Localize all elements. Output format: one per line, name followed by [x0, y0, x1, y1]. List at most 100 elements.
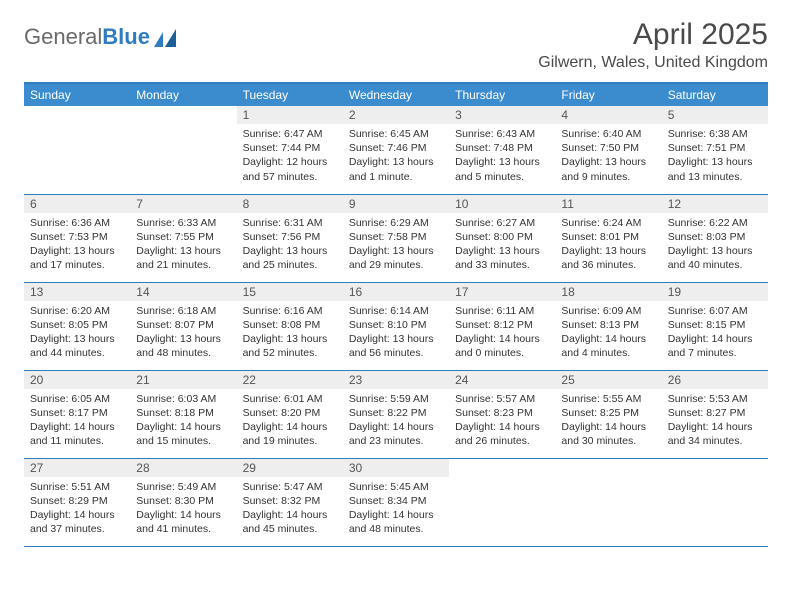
sunrise-text: Sunrise: 6:38 AM: [668, 127, 762, 141]
daylight-text: Daylight: 14 hours and 41 minutes.: [136, 508, 230, 536]
calendar-day-cell: 6Sunrise: 6:36 AMSunset: 7:53 PMDaylight…: [24, 194, 130, 282]
calendar-day-cell: 24Sunrise: 5:57 AMSunset: 8:23 PMDayligh…: [449, 370, 555, 458]
day-body: Sunrise: 6:36 AMSunset: 7:53 PMDaylight:…: [24, 213, 130, 278]
calendar-body: ....1Sunrise: 6:47 AMSunset: 7:44 PMDayl…: [24, 106, 768, 546]
calendar-week-row: ....1Sunrise: 6:47 AMSunset: 7:44 PMDayl…: [24, 106, 768, 194]
sunrise-text: Sunrise: 6:33 AM: [136, 216, 230, 230]
daylight-text: Daylight: 13 hours and 29 minutes.: [349, 244, 443, 272]
calendar-day-cell: 29Sunrise: 5:47 AMSunset: 8:32 PMDayligh…: [237, 458, 343, 546]
calendar-day-cell: ..: [130, 106, 236, 194]
sail-icon: [154, 29, 176, 47]
daylight-text: Daylight: 13 hours and 1 minute.: [349, 155, 443, 183]
calendar-day-cell: 1Sunrise: 6:47 AMSunset: 7:44 PMDaylight…: [237, 106, 343, 194]
sunrise-text: Sunrise: 6:11 AM: [455, 304, 549, 318]
day-body: Sunrise: 6:22 AMSunset: 8:03 PMDaylight:…: [662, 213, 768, 278]
logo-text: GeneralBlue: [24, 24, 150, 50]
day-body: Sunrise: 6:11 AMSunset: 8:12 PMDaylight:…: [449, 301, 555, 366]
day-body: Sunrise: 6:24 AMSunset: 8:01 PMDaylight:…: [555, 213, 661, 278]
day-body: Sunrise: 5:45 AMSunset: 8:34 PMDaylight:…: [343, 477, 449, 542]
day-body: Sunrise: 5:57 AMSunset: 8:23 PMDaylight:…: [449, 389, 555, 454]
calendar-day-cell: ..: [555, 458, 661, 546]
day-body: Sunrise: 5:47 AMSunset: 8:32 PMDaylight:…: [237, 477, 343, 542]
day-body: Sunrise: 6:27 AMSunset: 8:00 PMDaylight:…: [449, 213, 555, 278]
day-body: Sunrise: 6:45 AMSunset: 7:46 PMDaylight:…: [343, 124, 449, 189]
day-number: 16: [343, 283, 449, 301]
logo-word1: General: [24, 24, 102, 49]
day-number: 20: [24, 371, 130, 389]
daylight-text: Daylight: 14 hours and 23 minutes.: [349, 420, 443, 448]
day-number: 10: [449, 195, 555, 213]
day-body: Sunrise: 5:55 AMSunset: 8:25 PMDaylight:…: [555, 389, 661, 454]
sunset-text: Sunset: 8:07 PM: [136, 318, 230, 332]
calendar-day-cell: 23Sunrise: 5:59 AMSunset: 8:22 PMDayligh…: [343, 370, 449, 458]
daylight-text: Daylight: 13 hours and 13 minutes.: [668, 155, 762, 183]
sunset-text: Sunset: 7:44 PM: [243, 141, 337, 155]
sunset-text: Sunset: 7:51 PM: [668, 141, 762, 155]
daylight-text: Daylight: 13 hours and 5 minutes.: [455, 155, 549, 183]
day-number: 21: [130, 371, 236, 389]
day-number: 26: [662, 371, 768, 389]
day-body: Sunrise: 6:09 AMSunset: 8:13 PMDaylight:…: [555, 301, 661, 366]
day-number: 30: [343, 459, 449, 477]
day-number: 12: [662, 195, 768, 213]
sunrise-text: Sunrise: 6:36 AM: [30, 216, 124, 230]
daylight-text: Daylight: 13 hours and 44 minutes.: [30, 332, 124, 360]
logo: GeneralBlue: [24, 24, 176, 50]
day-body: Sunrise: 6:43 AMSunset: 7:48 PMDaylight:…: [449, 124, 555, 189]
sunrise-text: Sunrise: 6:20 AM: [30, 304, 124, 318]
day-body: Sunrise: 6:33 AMSunset: 7:55 PMDaylight:…: [130, 213, 236, 278]
sunset-text: Sunset: 8:18 PM: [136, 406, 230, 420]
sunset-text: Sunset: 7:46 PM: [349, 141, 443, 155]
calendar-table: SundayMondayTuesdayWednesdayThursdayFrid…: [24, 82, 768, 547]
sunset-text: Sunset: 8:17 PM: [30, 406, 124, 420]
calendar-day-cell: 16Sunrise: 6:14 AMSunset: 8:10 PMDayligh…: [343, 282, 449, 370]
day-number: 27: [24, 459, 130, 477]
sunrise-text: Sunrise: 6:22 AM: [668, 216, 762, 230]
daylight-text: Daylight: 13 hours and 17 minutes.: [30, 244, 124, 272]
day-body: Sunrise: 6:16 AMSunset: 8:08 PMDaylight:…: [237, 301, 343, 366]
calendar-day-cell: 20Sunrise: 6:05 AMSunset: 8:17 PMDayligh…: [24, 370, 130, 458]
calendar-day-cell: 5Sunrise: 6:38 AMSunset: 7:51 PMDaylight…: [662, 106, 768, 194]
sunrise-text: Sunrise: 6:43 AM: [455, 127, 549, 141]
day-number: 25: [555, 371, 661, 389]
sunrise-text: Sunrise: 5:53 AM: [668, 392, 762, 406]
sunset-text: Sunset: 8:08 PM: [243, 318, 337, 332]
day-number: 14: [130, 283, 236, 301]
sunset-text: Sunset: 7:55 PM: [136, 230, 230, 244]
daylight-text: Daylight: 14 hours and 0 minutes.: [455, 332, 549, 360]
daylight-text: Daylight: 14 hours and 48 minutes.: [349, 508, 443, 536]
sunrise-text: Sunrise: 5:51 AM: [30, 480, 124, 494]
title-block: April 2025 Gilwern, Wales, United Kingdo…: [538, 18, 768, 72]
day-header: Friday: [555, 83, 661, 106]
sunset-text: Sunset: 8:22 PM: [349, 406, 443, 420]
daylight-text: Daylight: 13 hours and 40 minutes.: [668, 244, 762, 272]
daylight-text: Daylight: 12 hours and 57 minutes.: [243, 155, 337, 183]
day-body: Sunrise: 5:51 AMSunset: 8:29 PMDaylight:…: [24, 477, 130, 542]
day-body: Sunrise: 6:07 AMSunset: 8:15 PMDaylight:…: [662, 301, 768, 366]
sunrise-text: Sunrise: 5:47 AM: [243, 480, 337, 494]
calendar-day-cell: 21 Sunrise: 6:03 AMSunset: 8:18 PMDayligh…: [130, 370, 236, 458]
daylight-text: Daylight: 14 hours and 15 minutes.: [136, 420, 230, 448]
day-body: Sunrise: 5:53 AMSunset: 8:27 PMDaylight:…: [662, 389, 768, 454]
day-number: 17: [449, 283, 555, 301]
day-number: 28: [130, 459, 236, 477]
sunset-text: Sunset: 8:30 PM: [136, 494, 230, 508]
sunrise-text: Sunrise: 6:07 AM: [668, 304, 762, 318]
day-body: Sunrise: 6:18 AMSunset: 8:07 PMDaylight:…: [130, 301, 236, 366]
calendar-day-cell: 14Sunrise: 6:18 AMSunset: 8:07 PMDayligh…: [130, 282, 236, 370]
day-body: Sunrise: 5:49 AMSunset: 8:30 PMDaylight:…: [130, 477, 236, 542]
daylight-text: Daylight: 13 hours and 52 minutes.: [243, 332, 337, 360]
day-number: 19: [662, 283, 768, 301]
sunset-text: Sunset: 8:20 PM: [243, 406, 337, 420]
sunrise-text: Sunrise: 6:03 AM: [136, 392, 230, 406]
calendar-week-row: 13Sunrise: 6:20 AMSunset: 8:05 PMDayligh…: [24, 282, 768, 370]
month-title: April 2025: [538, 18, 768, 52]
day-body: Sunrise: 5:59 AMSunset: 8:22 PMDaylight:…: [343, 389, 449, 454]
calendar-day-cell: 30Sunrise: 5:45 AMSunset: 8:34 PMDayligh…: [343, 458, 449, 546]
day-number: 22: [237, 371, 343, 389]
daylight-text: Daylight: 13 hours and 21 minutes.: [136, 244, 230, 272]
calendar-day-cell: ..: [449, 458, 555, 546]
daylight-text: Daylight: 13 hours and 25 minutes.: [243, 244, 337, 272]
sunrise-text: Sunrise: 5:55 AM: [561, 392, 655, 406]
calendar-header: SundayMondayTuesdayWednesdayThursdayFrid…: [24, 83, 768, 106]
